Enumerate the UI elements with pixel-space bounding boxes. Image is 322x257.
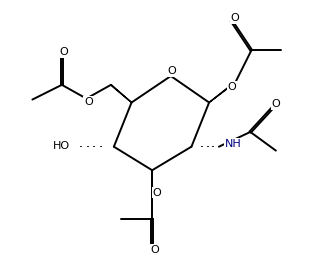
Polygon shape <box>111 85 132 103</box>
Text: O: O <box>60 48 68 57</box>
Text: O: O <box>167 66 176 76</box>
Text: O: O <box>230 13 239 23</box>
Text: O: O <box>151 245 159 255</box>
Text: O: O <box>84 97 93 106</box>
Text: O: O <box>227 82 236 92</box>
Text: HO: HO <box>52 141 70 151</box>
Text: NH: NH <box>225 139 242 149</box>
Text: O: O <box>153 188 161 198</box>
Polygon shape <box>152 170 153 196</box>
Polygon shape <box>209 81 236 103</box>
Text: O: O <box>271 99 280 109</box>
